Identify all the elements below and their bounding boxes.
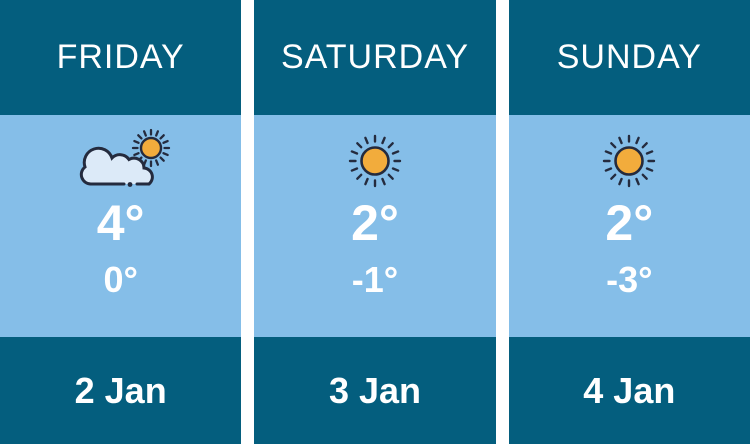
day-body: 4° 0° — [0, 115, 242, 337]
day-date: 3 Jan — [254, 337, 496, 444]
weather-icon-wrap — [343, 129, 407, 193]
day-date: 4 Jan — [508, 337, 750, 444]
day-card-friday: FRIDAY — [0, 0, 242, 444]
day-name: FRIDAY — [0, 0, 242, 115]
weather-icon-wrap — [69, 128, 173, 193]
high-temperature: 4° — [96, 195, 145, 251]
sun-icon — [348, 134, 402, 188]
high-temperature: 2° — [351, 195, 399, 251]
low-temperature: 0° — [103, 259, 138, 300]
day-card-saturday: SATURDAY — [254, 0, 496, 444]
day-name: SATURDAY — [254, 0, 496, 115]
weather-icon-wrap — [597, 129, 661, 193]
low-temperature: -1° — [351, 259, 399, 300]
sun-behind-cloud-icon — [79, 128, 170, 187]
high-temperature: 2° — [605, 195, 654, 251]
sun-icon — [603, 134, 656, 188]
day-name: SUNDAY — [508, 0, 750, 115]
day-body: 2° -3° — [508, 115, 750, 337]
low-temperature: -3° — [606, 259, 653, 300]
day-date: 2 Jan — [0, 337, 242, 444]
day-body: 2° -1° — [254, 115, 496, 337]
day-card-sunday: SUNDAY — [508, 0, 750, 444]
